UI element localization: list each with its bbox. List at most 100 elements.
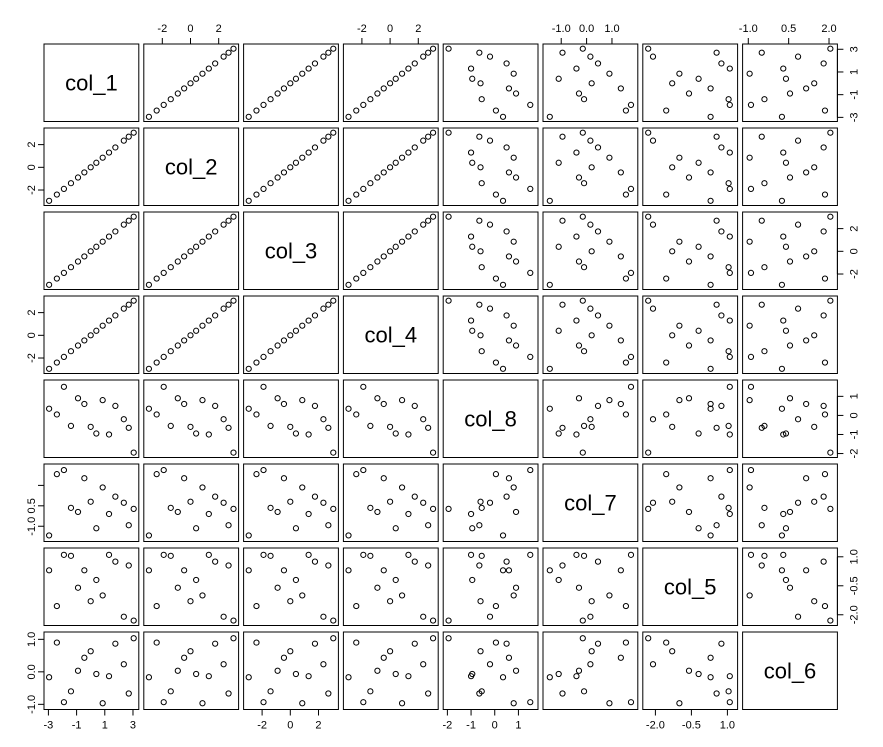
data-point: [353, 107, 360, 114]
panel-col_5-vs-col_2: [143, 547, 240, 626]
data-point: [803, 253, 810, 260]
data-point: [53, 359, 60, 366]
panel-col_3-vs-col_5: [642, 211, 739, 290]
data-point: [803, 337, 810, 344]
data-point: [153, 602, 160, 610]
data-point: [374, 667, 381, 674]
data-point: [486, 613, 494, 620]
data-point: [747, 466, 755, 474]
data-point: [112, 228, 119, 235]
data-point: [253, 359, 260, 366]
data-point: [718, 402, 725, 409]
data-point: [112, 312, 119, 319]
data-point: [761, 264, 768, 271]
panel-frame: [642, 295, 739, 374]
tick-label: -0.5: [848, 576, 860, 595]
data-point: [311, 60, 319, 67]
data-point: [676, 322, 683, 329]
variable-label: col_3: [265, 238, 318, 263]
data-point: [606, 592, 613, 599]
data-point: [579, 617, 586, 624]
data-point: [125, 424, 132, 431]
data-point: [707, 400, 714, 408]
data-point: [510, 484, 517, 491]
data-point: [627, 185, 635, 192]
data-point: [199, 70, 206, 77]
data-point: [367, 422, 374, 429]
tick-label: 2: [26, 310, 38, 316]
data-point: [253, 411, 260, 418]
data-point: [713, 690, 720, 697]
data-point: [174, 258, 181, 265]
data-point: [411, 493, 418, 500]
data-point: [46, 532, 53, 539]
data-point: [649, 221, 657, 228]
data-point: [46, 281, 53, 288]
data-point: [512, 584, 520, 591]
data-point: [167, 96, 174, 103]
data-point: [499, 674, 507, 681]
variable-label: col_8: [464, 406, 517, 431]
data-point: [780, 65, 787, 72]
data-point: [726, 65, 733, 72]
data-point: [627, 551, 635, 558]
bottom-axis-col_3: -2 0 2: [257, 709, 322, 732]
panel-frame: [442, 379, 539, 458]
data-point: [587, 416, 594, 423]
data-point: [821, 191, 829, 198]
panel-frame: [243, 295, 339, 374]
data-point: [786, 584, 794, 591]
data-point: [622, 191, 630, 198]
data-point: [594, 640, 602, 647]
data-point: [167, 552, 174, 559]
data-point: [803, 475, 810, 482]
data-point: [573, 431, 580, 438]
data-point: [292, 576, 300, 584]
data-point: [274, 174, 281, 181]
data-point: [260, 383, 267, 390]
data-point: [695, 243, 702, 250]
panel-col_1-vs-col_3: [243, 43, 339, 122]
data-point: [420, 499, 427, 506]
data-point: [622, 275, 630, 282]
data-point: [663, 411, 670, 418]
data-point: [820, 493, 827, 500]
data-point: [486, 305, 494, 312]
panel-frame: [43, 43, 140, 122]
data-point: [726, 699, 733, 706]
data-point: [212, 60, 219, 67]
data-point: [287, 164, 294, 171]
data-point: [230, 635, 237, 642]
panel-frame: [43, 379, 140, 458]
data-point: [230, 617, 237, 624]
panel-frame: [442, 547, 539, 626]
data-point: [67, 504, 75, 511]
data-point: [67, 180, 75, 187]
data-point: [320, 613, 327, 620]
data-point: [225, 301, 232, 308]
data-point: [353, 275, 360, 282]
data-point: [820, 144, 827, 151]
data-point: [287, 80, 294, 87]
data-point: [467, 65, 475, 72]
panel-frame: [742, 295, 838, 374]
data-point: [174, 667, 181, 674]
data-point: [74, 667, 82, 674]
data-point: [411, 144, 418, 151]
data-point: [120, 613, 127, 620]
tick-label: 2: [216, 23, 222, 35]
panel-col_3-vs-col_1: [43, 211, 140, 290]
panel-col_8-vs-col_5: [642, 379, 739, 458]
data-point: [167, 348, 174, 355]
data-point: [467, 673, 475, 680]
panel-col_4-vs-col_8: [442, 295, 539, 374]
data-point: [305, 431, 312, 438]
data-point: [617, 654, 624, 661]
panel-frame: [542, 295, 639, 374]
data-point: [486, 137, 494, 144]
data-point: [669, 164, 676, 171]
tick-label: -2: [26, 185, 38, 195]
data-point: [786, 90, 794, 97]
data-point: [53, 191, 60, 198]
data-point: [747, 269, 755, 276]
